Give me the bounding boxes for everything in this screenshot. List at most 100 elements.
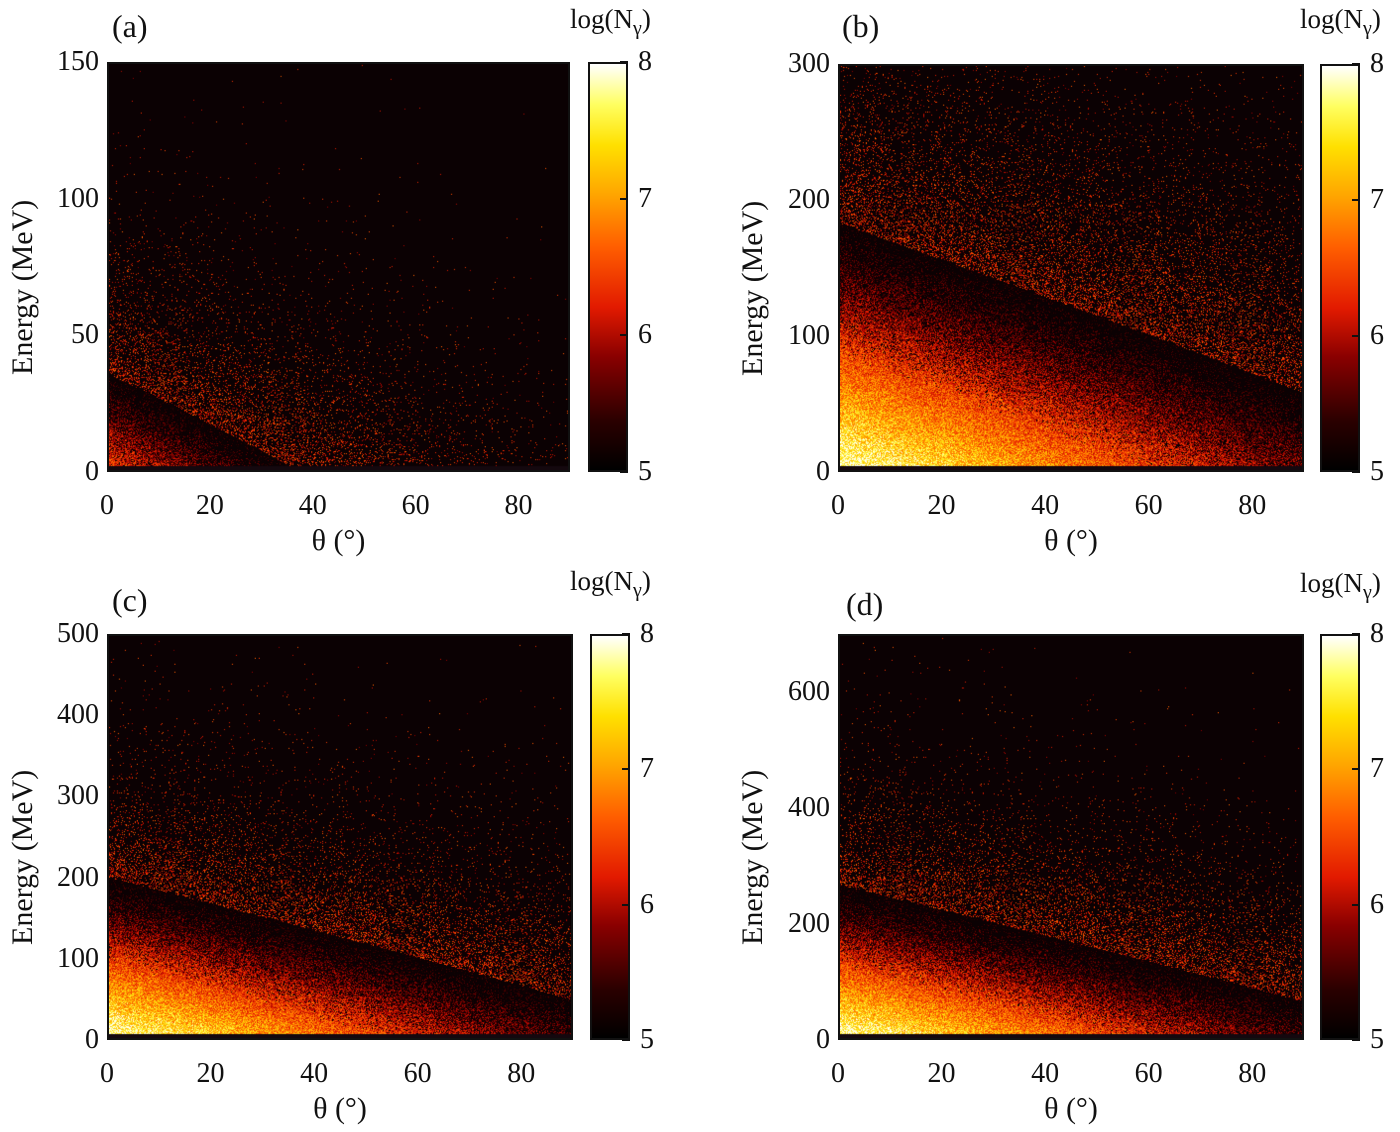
y-tick-label: 50 — [71, 319, 99, 351]
heatmap-image — [840, 66, 1302, 470]
heatmap-plot-area — [107, 62, 570, 472]
y-tick-label: 500 — [57, 618, 99, 649]
x-tick-label: 80 — [1238, 490, 1267, 521]
colorbar-tick-label: 7 — [1370, 184, 1384, 215]
colorbar-title: log(Nγ) — [570, 4, 651, 40]
colorbar-tick-label: 5 — [1370, 456, 1384, 487]
colorbar — [590, 634, 630, 1040]
heatmap-image — [109, 636, 571, 1038]
y-axis-label: Energy (MeV) — [736, 200, 769, 376]
panel-label: (d) — [846, 586, 884, 622]
colorbar-tick-mark — [620, 61, 628, 63]
x-tick-label: 60 — [1134, 490, 1163, 521]
heatmap-image — [840, 636, 1302, 1038]
colorbar-tick-mark — [1352, 471, 1360, 473]
x-tick-label: 40 — [1031, 1058, 1060, 1089]
colorbar-tick-mark — [622, 1039, 630, 1041]
colorbar-tick-mark — [1352, 1039, 1360, 1041]
colorbar-tick-mark — [1352, 903, 1360, 906]
y-tick-label: 200 — [788, 184, 830, 215]
x-tick-label: 0 — [831, 1058, 845, 1089]
x-tick-label: 80 — [504, 490, 533, 521]
colorbar-tick-label: 7 — [1370, 753, 1384, 785]
colorbar-tick-mark — [622, 633, 630, 635]
y-tick-label: 0 — [85, 1024, 99, 1055]
colorbar-title-close: ) — [1371, 568, 1381, 598]
y-tick-label: 100 — [57, 942, 99, 974]
x-tick-label: 0 — [831, 490, 845, 521]
colorbar-title-close: ) — [641, 4, 651, 34]
x-tick-label: 60 — [403, 1058, 432, 1089]
colorbar-tick-mark — [1352, 633, 1360, 635]
panel-label: (c) — [112, 582, 148, 618]
colorbar-tick-label: 5 — [1370, 1024, 1384, 1055]
y-tick-label: 300 — [788, 48, 830, 79]
x-axis-label: θ (°) — [1044, 1092, 1098, 1125]
x-tick-label: 20 — [196, 1058, 225, 1089]
colorbar-tick-label: 8 — [1370, 48, 1384, 79]
colorbar-title: log(Nγ) — [1300, 4, 1381, 40]
x-tick-label: 80 — [507, 1058, 536, 1089]
y-tick-label: 0 — [816, 1024, 830, 1055]
colorbar — [588, 62, 628, 472]
x-axis-label: θ (°) — [1044, 524, 1098, 557]
colorbar-tick-label: 6 — [638, 319, 652, 351]
x-tick-label: 0 — [100, 1058, 114, 1089]
colorbar-title-close: ) — [1371, 4, 1381, 34]
heatmap-plot-area — [838, 64, 1304, 472]
colorbar-tick-label: 7 — [640, 753, 654, 785]
colorbar-tick-mark — [620, 197, 628, 200]
heatmap-image — [109, 64, 568, 470]
x-tick-label: 60 — [401, 490, 430, 521]
y-axis-label: Energy (MeV) — [6, 199, 39, 375]
panel-label: (b) — [842, 8, 880, 44]
y-tick-label: 0 — [816, 456, 830, 487]
y-tick-label: 0 — [85, 456, 99, 487]
colorbar-title-base: log(N — [570, 4, 633, 34]
y-tick-label: 100 — [57, 182, 99, 214]
colorbar-tick-label: 6 — [1370, 888, 1384, 920]
x-tick-label: 80 — [1238, 1058, 1267, 1089]
colorbar-tick-label: 6 — [640, 888, 654, 920]
y-tick-label: 400 — [57, 699, 99, 731]
colorbar — [1320, 634, 1360, 1040]
colorbar-title-subscript: γ — [633, 579, 642, 602]
colorbar-title-subscript: γ — [1363, 17, 1372, 40]
colorbar — [1320, 64, 1360, 472]
heatmap-plot-area — [107, 634, 573, 1040]
x-tick-label: 0 — [100, 490, 114, 521]
colorbar-title-close: ) — [641, 566, 651, 596]
x-tick-label: 40 — [300, 1058, 329, 1089]
x-axis-label: θ (°) — [311, 524, 366, 557]
colorbar-title-base: log(N — [1300, 568, 1363, 598]
x-tick-label: 20 — [195, 490, 224, 521]
colorbar-title: log(Nγ) — [570, 566, 651, 602]
colorbar-tick-mark — [1352, 768, 1360, 771]
panel-label: (a) — [112, 8, 148, 44]
colorbar-tick-mark — [622, 903, 630, 906]
y-tick-label: 150 — [57, 46, 99, 77]
x-tick-label: 40 — [1031, 490, 1060, 521]
colorbar-tick-mark — [1352, 63, 1360, 65]
colorbar-title: log(Nγ) — [1300, 568, 1381, 604]
colorbar-title-subscript: γ — [1363, 581, 1372, 604]
x-tick-label: 20 — [927, 490, 956, 521]
x-axis-label: θ (°) — [313, 1092, 367, 1125]
colorbar-tick-label: 8 — [640, 618, 654, 649]
colorbar-title-subscript: γ — [633, 17, 642, 40]
y-tick-label: 400 — [788, 792, 830, 823]
colorbar-tick-mark — [1352, 335, 1360, 337]
y-tick-label: 200 — [788, 908, 830, 939]
y-tick-label: 300 — [57, 780, 99, 812]
colorbar-title-base: log(N — [1300, 4, 1363, 34]
y-tick-label: 200 — [57, 861, 99, 893]
colorbar-tick-mark — [620, 334, 628, 337]
heatmap-plot-area — [838, 634, 1304, 1040]
x-tick-label: 20 — [927, 1058, 956, 1089]
y-axis-label: Energy (MeV) — [6, 769, 39, 945]
y-axis-label: Energy (MeV) — [736, 769, 769, 945]
y-tick-label: 600 — [788, 676, 830, 707]
colorbar-tick-mark — [622, 768, 630, 771]
colorbar-tick-label: 5 — [640, 1024, 654, 1055]
colorbar-tick-mark — [1352, 199, 1360, 201]
